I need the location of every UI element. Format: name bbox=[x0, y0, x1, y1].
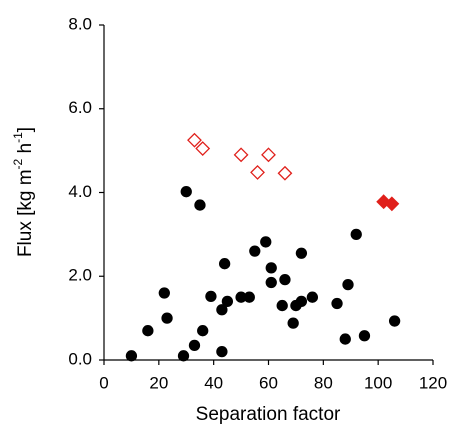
superscript: -1 bbox=[11, 132, 25, 143]
point bbox=[265, 276, 277, 289]
y-tick-label: 4.0 bbox=[68, 182, 92, 201]
point bbox=[177, 350, 190, 362]
point bbox=[358, 330, 371, 342]
x-tick-label: 120 bbox=[419, 373, 447, 392]
x-tick-label: 0 bbox=[99, 373, 108, 392]
point bbox=[265, 262, 277, 274]
point bbox=[249, 245, 261, 257]
point bbox=[350, 228, 362, 241]
y-tick-label: 2.0 bbox=[68, 266, 92, 285]
point bbox=[306, 291, 319, 303]
point bbox=[287, 317, 299, 329]
point bbox=[125, 350, 138, 362]
point bbox=[277, 165, 293, 181]
x-axis-title: Separation factor bbox=[196, 404, 341, 425]
point bbox=[261, 147, 276, 163]
x-tick-label: 60 bbox=[259, 373, 278, 392]
point bbox=[342, 278, 354, 291]
point bbox=[250, 164, 265, 180]
point bbox=[279, 273, 291, 286]
y-tick-label: 8.0 bbox=[68, 14, 92, 33]
point bbox=[388, 315, 401, 327]
x-tick-label: 100 bbox=[364, 373, 392, 392]
point bbox=[233, 147, 249, 163]
point bbox=[221, 295, 234, 308]
point bbox=[276, 299, 288, 312]
point bbox=[216, 304, 228, 316]
point bbox=[188, 339, 201, 351]
label-part: ] bbox=[15, 127, 36, 132]
point bbox=[384, 196, 400, 212]
point bbox=[339, 333, 351, 345]
label-part: Flux [kg m bbox=[15, 169, 36, 257]
point bbox=[295, 247, 308, 259]
point bbox=[205, 290, 217, 303]
point bbox=[243, 291, 255, 303]
y-tick-label: 6.0 bbox=[68, 98, 92, 117]
y-tick-label: 0.0 bbox=[68, 349, 92, 368]
point bbox=[218, 258, 231, 270]
superscript: -2 bbox=[11, 158, 25, 169]
point bbox=[187, 132, 202, 148]
point bbox=[295, 295, 308, 308]
point bbox=[158, 287, 170, 299]
point bbox=[260, 236, 272, 248]
point bbox=[195, 141, 211, 156]
label-part: h bbox=[15, 143, 36, 159]
point bbox=[180, 186, 192, 198]
point bbox=[331, 297, 343, 310]
point bbox=[142, 325, 154, 337]
y-axis-title: Flux [kg m-2 h-1] bbox=[11, 127, 36, 257]
x-tick-label: 80 bbox=[314, 373, 333, 392]
point bbox=[197, 325, 209, 337]
point bbox=[161, 312, 173, 324]
point bbox=[194, 199, 206, 211]
point bbox=[216, 345, 228, 358]
x-tick-label: 20 bbox=[149, 373, 168, 392]
x-tick-label: 40 bbox=[204, 373, 223, 392]
